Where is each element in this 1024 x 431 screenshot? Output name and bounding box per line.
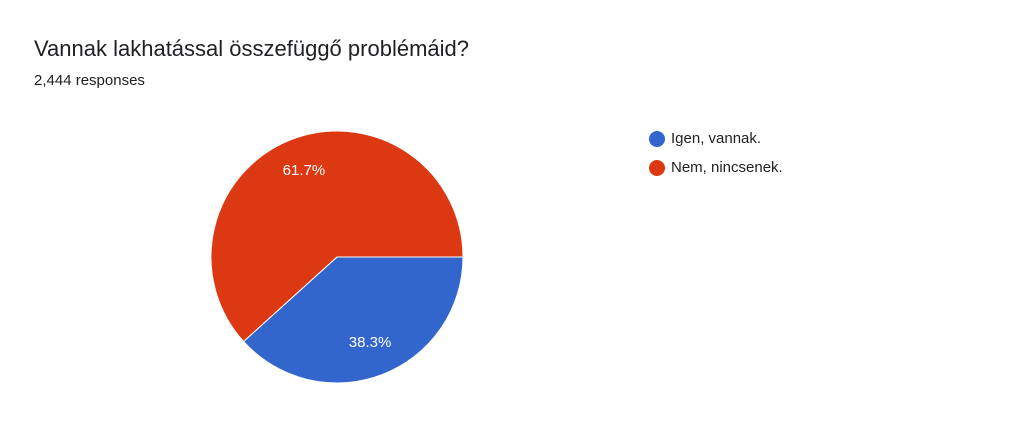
legend-marker: [649, 160, 665, 176]
pie-slice: [242, 256, 464, 384]
slice-label: 61.7%: [283, 162, 326, 179]
chart-title: Vannak lakhatással összefüggő problémáid…: [34, 36, 469, 61]
pie-slice: [210, 130, 464, 343]
legend-label: Nem, nincsenek.: [671, 159, 783, 176]
legend-marker: [649, 131, 665, 147]
chart-subtitle: 2,444 responses: [34, 72, 145, 89]
slice-label: 38.3%: [349, 334, 392, 351]
legend-label: Igen, vannak.: [671, 130, 761, 147]
